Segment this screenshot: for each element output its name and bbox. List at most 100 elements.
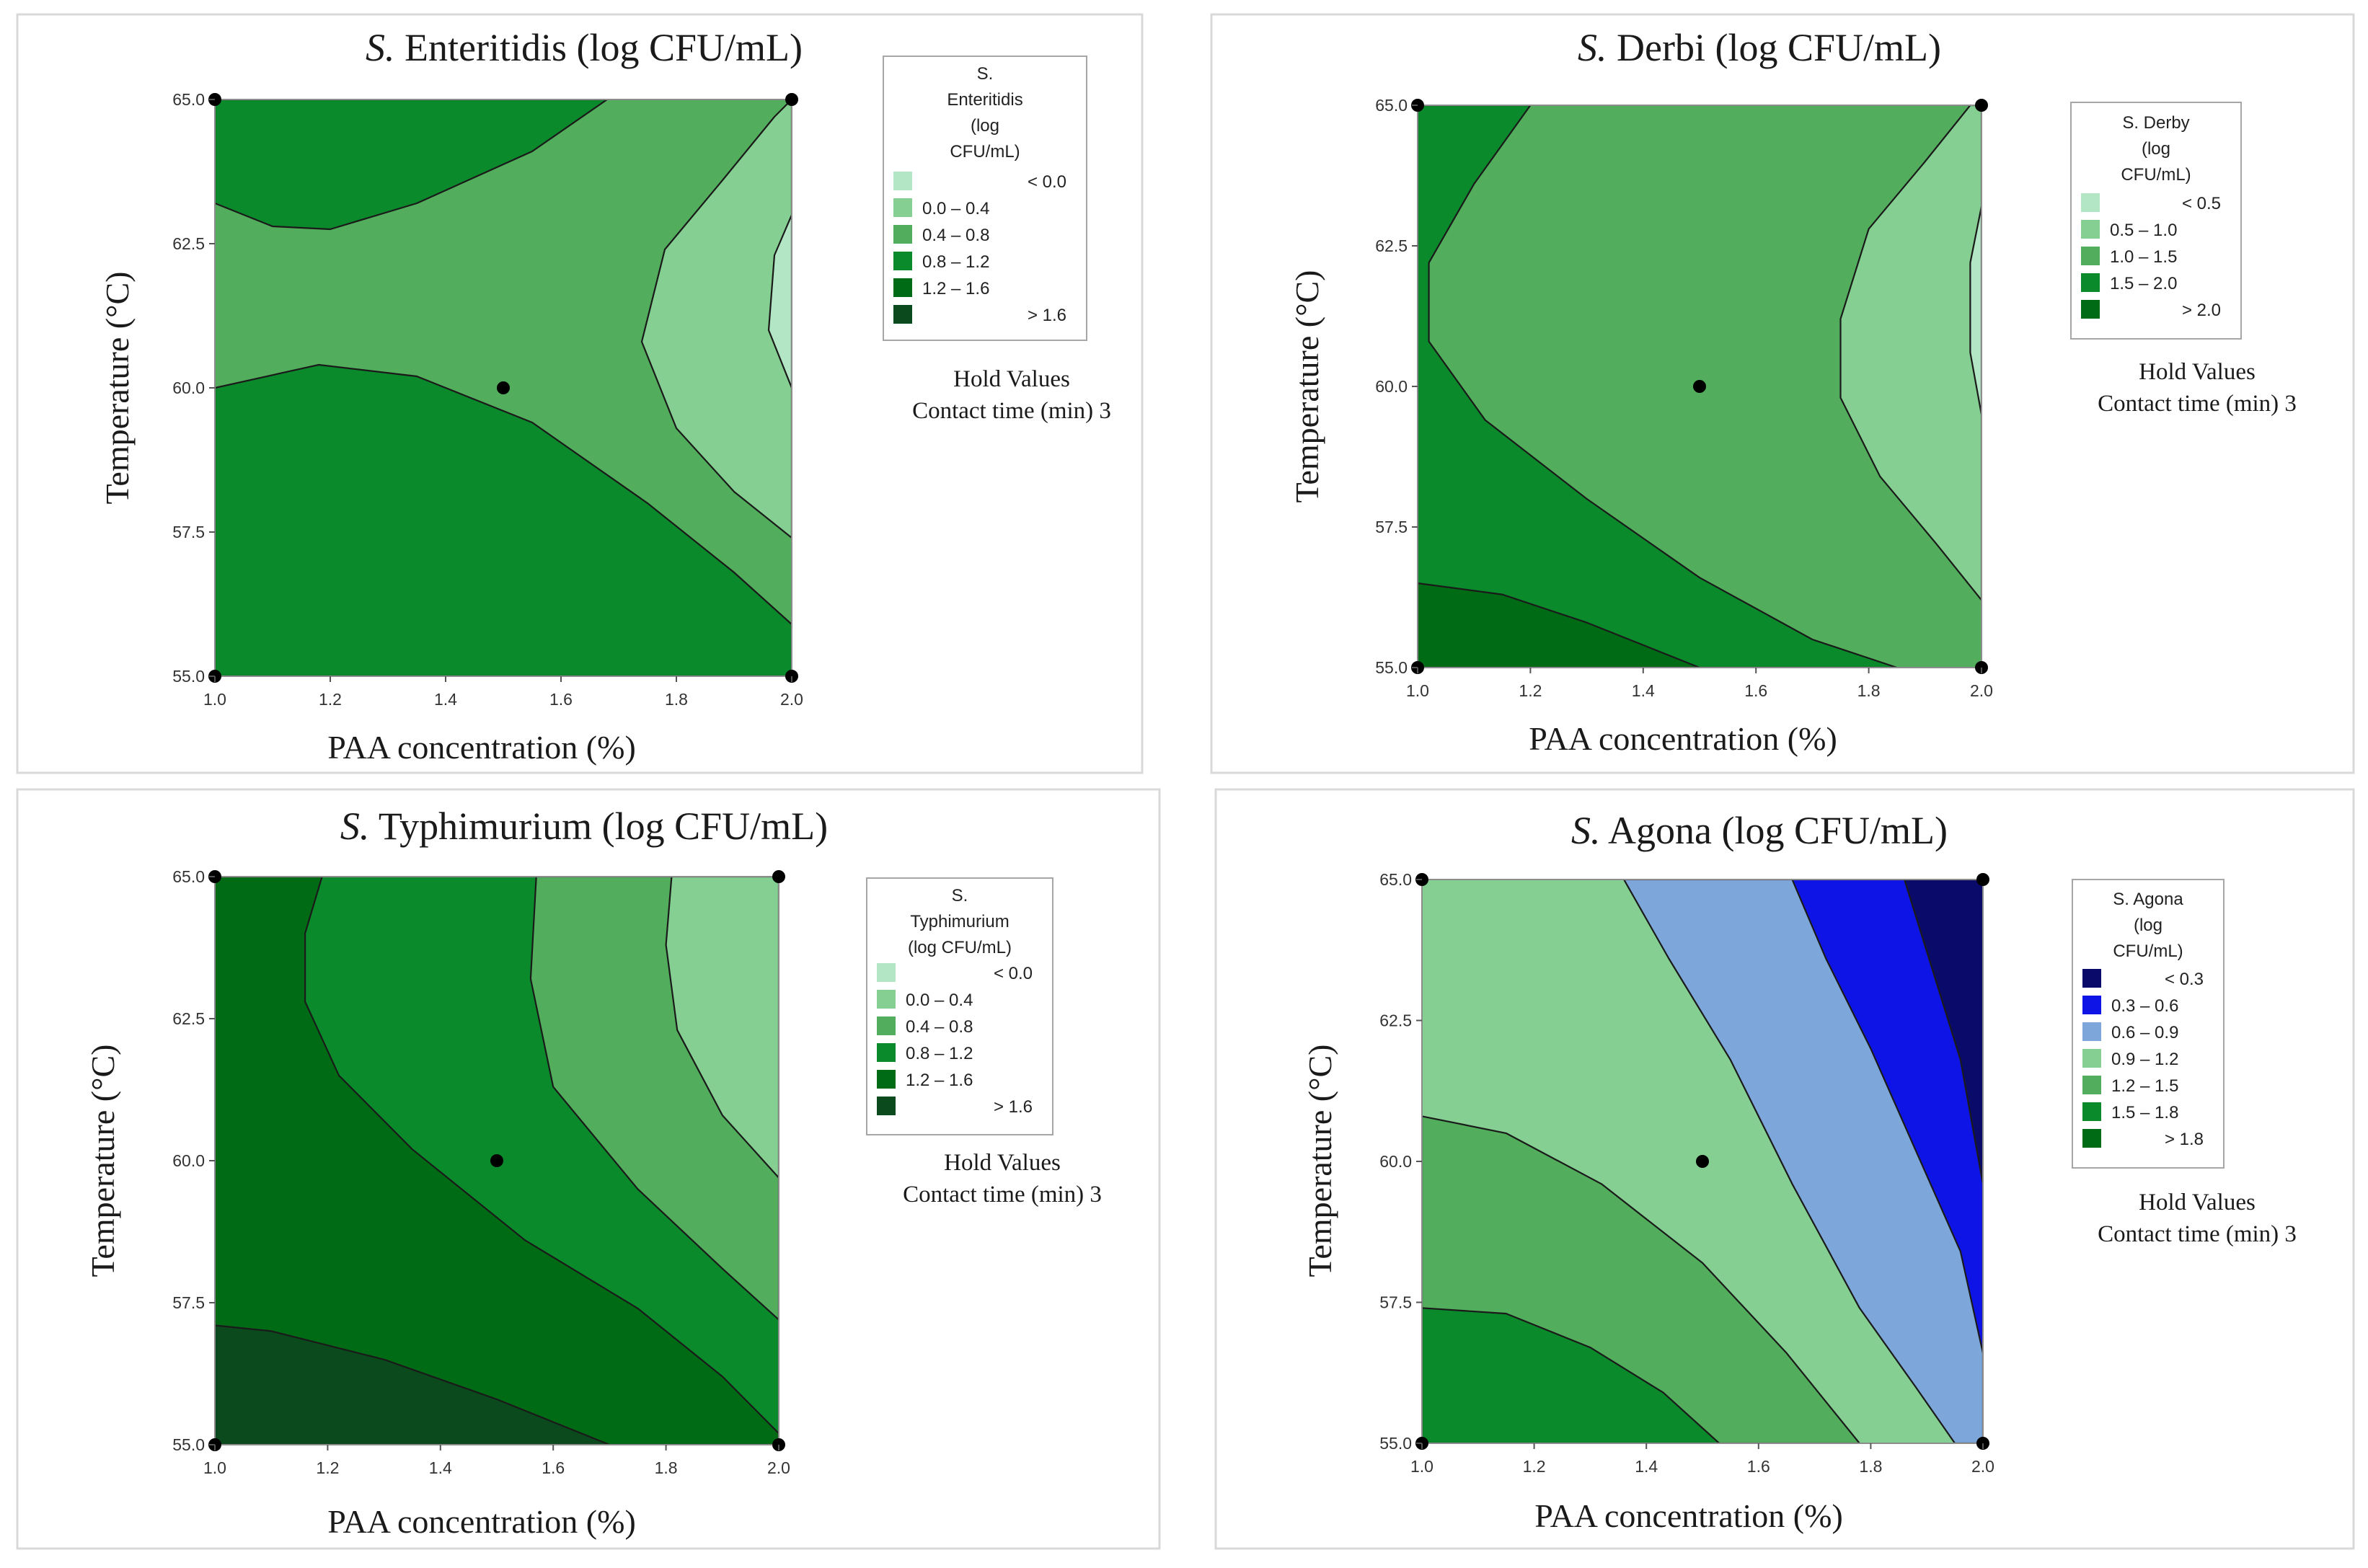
- legend-label-4: 1.2 – 1.5: [2111, 1076, 2178, 1096]
- legend-swatch-2: [877, 1016, 896, 1035]
- x-tick-label-2: 1.4: [1635, 1457, 1658, 1476]
- y-axis-label: Temperature (°C): [99, 272, 136, 505]
- y-tick-label-4: 65.0: [1379, 870, 1412, 889]
- x-tick-label-0: 1.0: [1406, 681, 1429, 700]
- legend-label-1: 0.0 – 0.4: [922, 199, 989, 218]
- legend-swatch-3: [2081, 273, 2100, 292]
- legend-label-3: 0.8 – 1.2: [922, 252, 989, 272]
- chart-title: S. Derbi (log CFU/mL): [1578, 26, 1941, 69]
- legend-label-2: 0.4 – 0.8: [906, 1017, 973, 1037]
- y-tick-label-1: 57.5: [172, 1293, 205, 1312]
- y-tick-label-2: 60.0: [1379, 1152, 1412, 1171]
- chart-title: S. Typhimurium (log CFU/mL): [340, 805, 828, 848]
- chart-title: S. Enteritidis (log CFU/mL): [366, 26, 803, 69]
- title-genus: S.: [340, 805, 370, 848]
- legend-label-2: 0.4 – 0.8: [922, 226, 989, 245]
- legend-swatch-5: [877, 1097, 896, 1115]
- x-tick-label-3: 1.6: [1744, 681, 1767, 700]
- y-tick-label-3: 62.5: [1379, 1011, 1412, 1030]
- contour-region-3: [215, 99, 609, 231]
- center-point: [497, 381, 510, 394]
- contour-region-1: [1418, 582, 1701, 668]
- contour-region-4: [1904, 880, 1983, 1185]
- x-tick-label-2: 1.4: [1632, 681, 1655, 700]
- legend-swatch-0: [877, 963, 896, 982]
- legend-swatch-2: [893, 225, 912, 244]
- x-tick-label-5: 2.0: [1971, 1457, 1994, 1476]
- legend-swatch-4: [877, 1070, 896, 1089]
- x-tick-label-4: 1.8: [655, 1458, 678, 1477]
- legend-swatch-0: [2081, 193, 2100, 212]
- legend-swatch-0: [2082, 969, 2101, 988]
- legend-label-4: > 2.0: [2182, 301, 2221, 320]
- legend-title-line-1: (log: [2142, 139, 2170, 159]
- title-serovar: Enteritidis: [395, 26, 577, 69]
- legend-title-line-0: S. Derby: [2122, 113, 2189, 133]
- x-axis-label: PAA concentration (%): [327, 729, 636, 766]
- contour-region-1: [215, 1324, 611, 1445]
- legend-swatch-4: [893, 278, 912, 297]
- x-tick-label-1: 1.2: [319, 690, 342, 709]
- legend-title-line-2: (log: [971, 116, 999, 136]
- x-tick-label-0: 1.0: [1410, 1457, 1433, 1476]
- y-tick-label-0: 55.0: [1375, 658, 1408, 677]
- legend-box: [883, 56, 1087, 341]
- y-axis-label: Temperature (°C): [84, 1045, 121, 1277]
- hold-values-line-0: Hold Values: [953, 366, 1070, 392]
- contour-region-2: [215, 363, 792, 676]
- x-tick-label-0: 1.0: [203, 690, 226, 709]
- title-serovar: Typhimurium: [369, 805, 601, 848]
- legend-label-1: 0.3 – 0.6: [2111, 996, 2178, 1016]
- y-tick-label-4: 65.0: [172, 90, 205, 109]
- legend: S. Typhimurium (log CFU/mL) < 0.0 0.0 – 0.4 0…: [866, 877, 1053, 1135]
- legend-label-6: > 1.8: [2165, 1130, 2204, 1149]
- legend-label-0: < 0.3: [2165, 970, 2204, 989]
- hold-values-line-1: Contact time (min) 3: [912, 398, 1111, 424]
- plot-area: [215, 99, 792, 676]
- center-point: [490, 1154, 503, 1167]
- y-tick-label-0: 55.0: [172, 667, 205, 686]
- hold-values-line-1: Contact time (min) 3: [2098, 1221, 2297, 1247]
- legend-swatch-1: [2082, 996, 2101, 1014]
- legend-title-line-0: S. Agona: [2113, 890, 2183, 909]
- legend-swatch-3: [893, 252, 912, 270]
- y-tick-label-0: 55.0: [172, 1435, 205, 1454]
- legend-swatch-3: [2082, 1049, 2101, 1068]
- x-tick-label-5: 2.0: [767, 1458, 790, 1477]
- legend-swatch-6: [2082, 1129, 2101, 1148]
- contour-region-3: [665, 877, 779, 1179]
- y-tick-label-0: 55.0: [1379, 1434, 1412, 1453]
- x-tick-label-5: 2.0: [1970, 681, 1993, 700]
- panel-enteritidis: 1.0 1.2 1.4 1.6 1.8 2.0 55.0 57.5 60.0 62.5 65.0 S.…: [16, 13, 1144, 774]
- y-tick-label-1: 57.5: [1379, 1293, 1412, 1312]
- x-tick-label-1: 1.2: [1523, 1457, 1546, 1476]
- y-tick-label-3: 62.5: [172, 1009, 205, 1028]
- title-unit: (log CFU/mL): [602, 805, 829, 848]
- y-tick-label-4: 65.0: [172, 867, 205, 886]
- y-axis-label: Temperature (°C): [1289, 270, 1325, 503]
- contour-region-0: [1418, 105, 1898, 668]
- contour-region-2: [1839, 105, 1982, 601]
- legend-label-3: 0.9 – 1.2: [2111, 1050, 2178, 1069]
- hold-values-line-0: Hold Values: [2139, 1190, 2256, 1215]
- legend-label-0: < 0.5: [2182, 194, 2221, 213]
- legend-label-2: 0.6 – 0.9: [2111, 1023, 2178, 1042]
- x-tick-label-5: 2.0: [780, 690, 803, 709]
- y-tick-label-3: 62.5: [172, 234, 205, 253]
- y-tick-label-2: 60.0: [1375, 377, 1408, 396]
- legend-title-line-1: Typhimurium: [910, 912, 1009, 931]
- legend-swatch-2: [2081, 247, 2100, 265]
- x-tick-label-1: 1.2: [316, 1458, 339, 1477]
- contour-region-4: [640, 99, 792, 539]
- x-tick-label-1: 1.2: [1519, 681, 1542, 700]
- panel-agona: 1.0 1.2 1.4 1.6 1.8 2.0 55.0 57.5 60.0 62.5 65.0 S.…: [1214, 788, 2355, 1550]
- legend-label-1: 0.5 – 1.0: [2110, 221, 2177, 240]
- center-point: [1693, 380, 1706, 393]
- contour-region-0: [215, 877, 779, 1445]
- contour-region-3: [1969, 205, 1982, 416]
- legend-swatch-2: [2082, 1022, 2101, 1041]
- design-point-3: [1976, 873, 1989, 886]
- title-genus: S.: [1571, 809, 1601, 852]
- legend-title-line-1: (log: [2134, 916, 2162, 935]
